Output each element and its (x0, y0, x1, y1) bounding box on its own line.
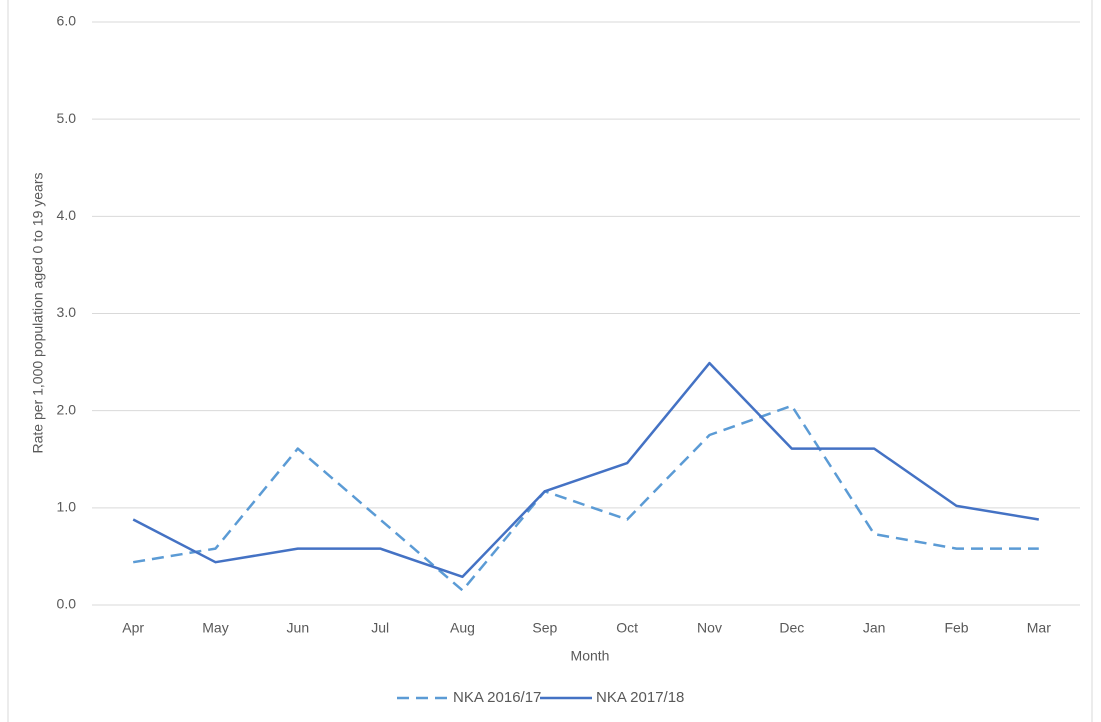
y-tick-label: 2.0 (57, 401, 77, 417)
y-tick-label: 1.0 (57, 499, 77, 515)
series-line (132, 404, 1039, 592)
y-tick-label: 0.0 (57, 596, 77, 612)
x-tick-label: Dec (779, 620, 804, 636)
x-tick-label: Oct (616, 620, 638, 636)
x-tick-label: Apr (122, 620, 144, 636)
y-tick-label: 4.0 (57, 207, 77, 223)
x-tick-label: Aug (450, 620, 475, 636)
x-tick-label: May (202, 620, 228, 636)
x-tick-label: Jan (863, 620, 886, 636)
x-tick-label: Mar (1027, 620, 1051, 636)
y-axis-title: Rate per 1,000 population aged 0 to 19 y… (30, 173, 46, 454)
y-tick-label: 5.0 (57, 110, 77, 126)
legend-label: NKA 2017/18 (596, 689, 684, 706)
x-axis-title: Month (571, 648, 610, 664)
series-line (132, 361, 1040, 579)
x-tick-label: Feb (944, 620, 968, 636)
legend-label: NKA 2016/17 (453, 689, 541, 706)
x-tick-label: Nov (697, 620, 722, 636)
x-tick-label: Jun (287, 620, 310, 636)
x-tick-label: Sep (532, 620, 557, 636)
y-tick-label: 6.0 (57, 13, 77, 29)
y-tick-label: 3.0 (57, 304, 77, 320)
x-tick-label: Jul (371, 620, 389, 636)
